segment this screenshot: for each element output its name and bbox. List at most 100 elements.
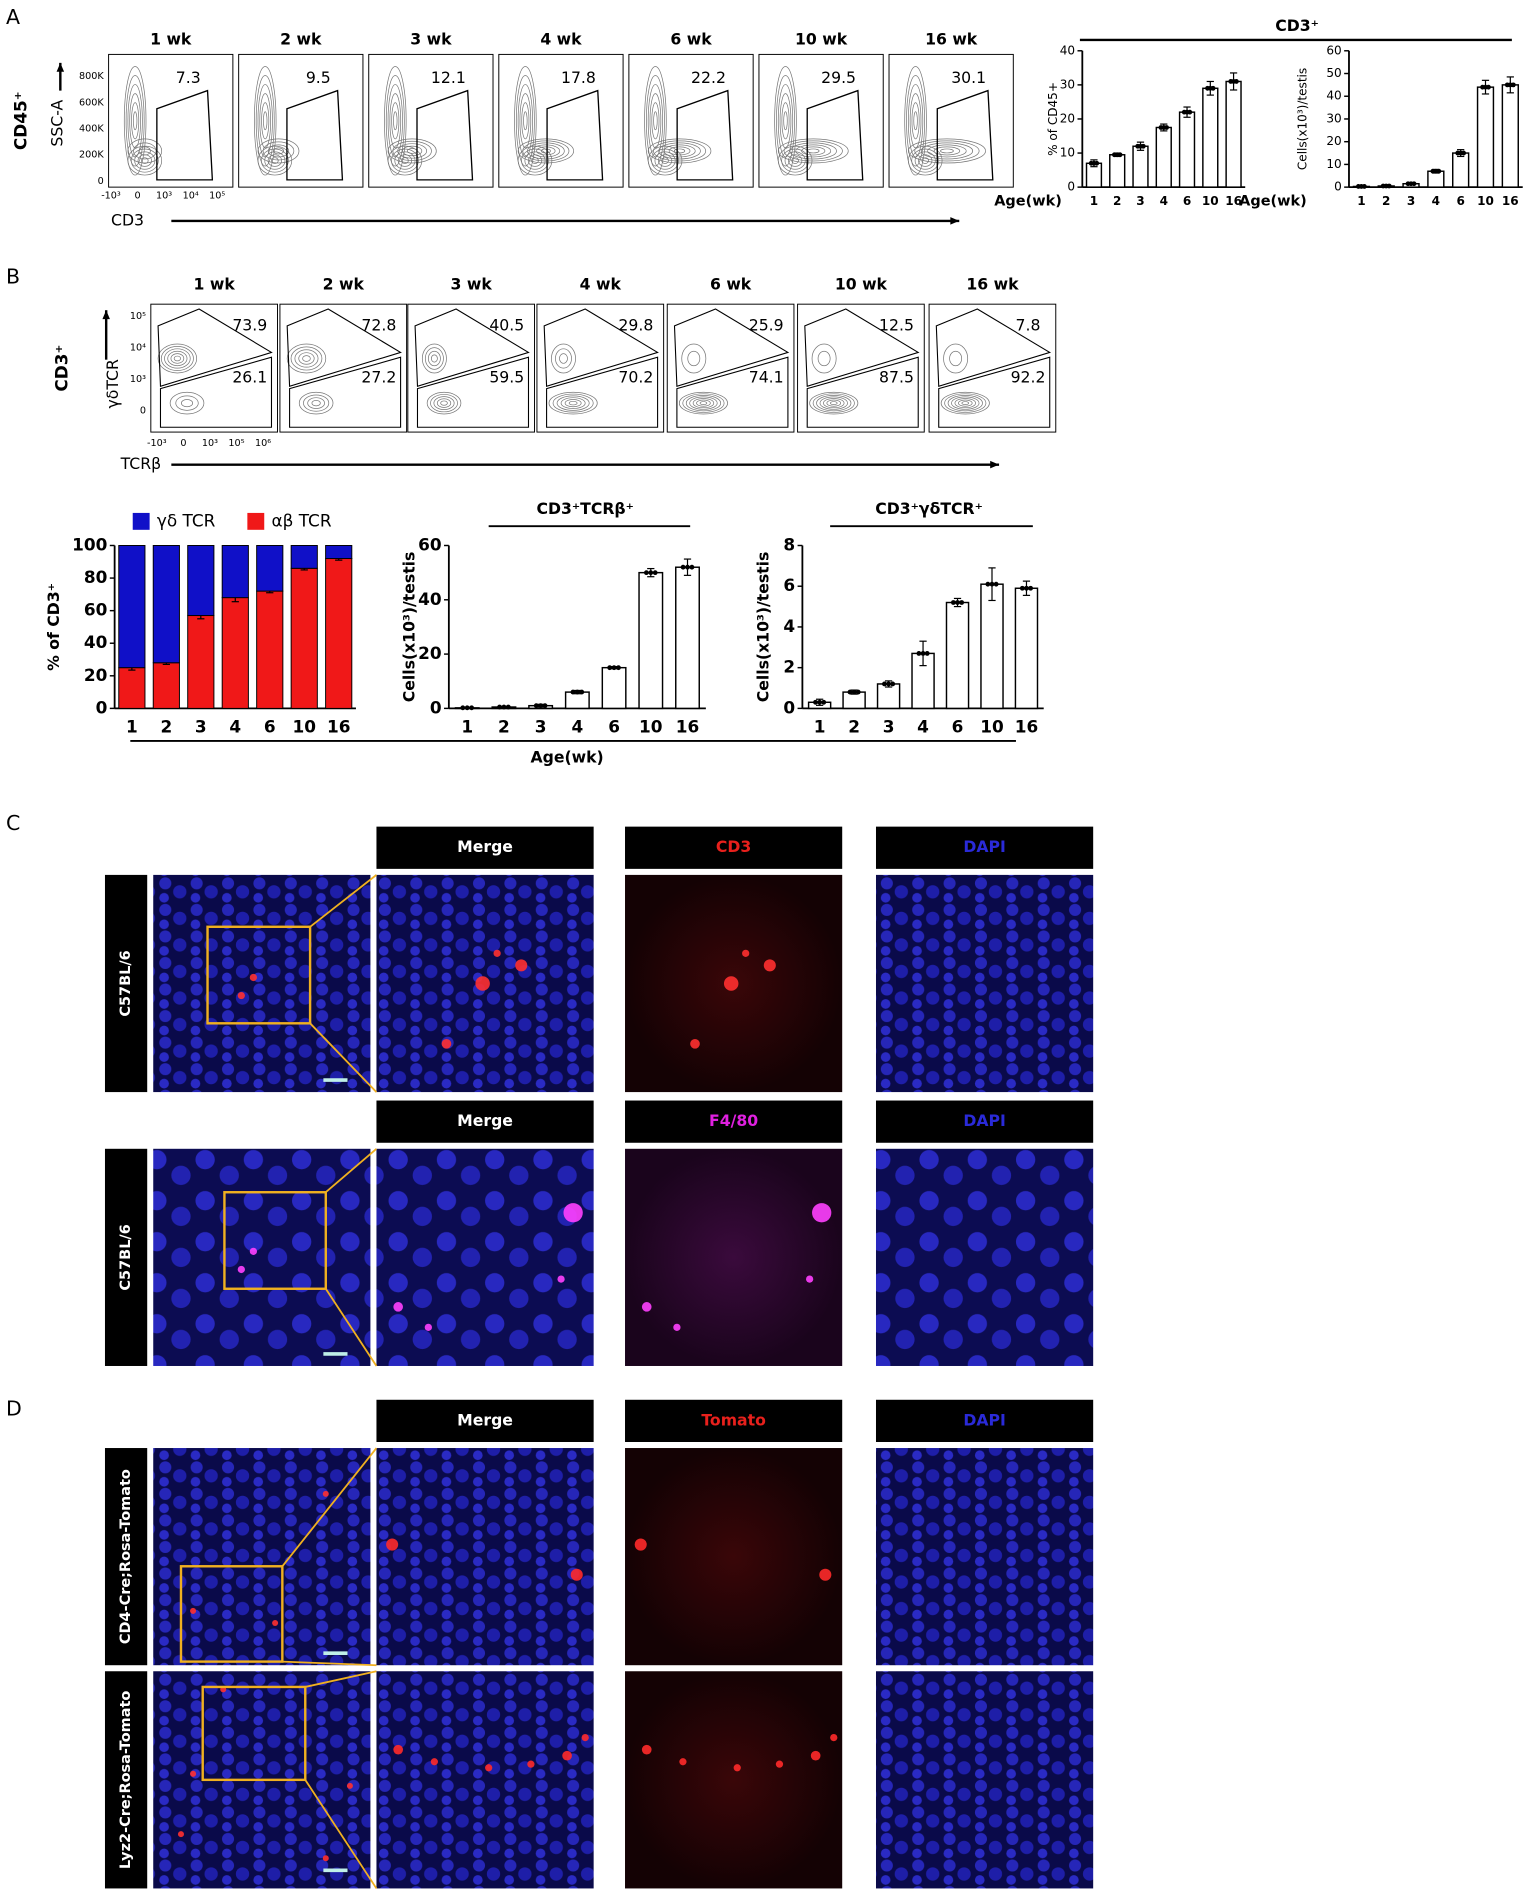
y-tick-label: 20 [1060,111,1075,125]
data-dot [1187,109,1193,115]
contour [653,140,707,162]
contour [127,145,163,176]
y-tick-label: 100 [72,534,107,554]
y-tick-label: 40 [418,589,441,609]
data-dot [813,699,818,705]
contour [647,138,712,164]
header-label: Merge [457,1111,513,1130]
x-tick-label: 16 [676,717,699,737]
x-tick-label: 10 [292,717,315,737]
data-dot [1164,125,1169,130]
contour [523,111,528,131]
header-box [625,1399,843,1442]
contour [921,157,929,164]
bar-segment [325,545,353,560]
contour [687,350,701,367]
bar-segment [118,545,146,669]
inset-box [201,1685,307,1782]
contour [307,397,325,409]
y-tick-label: 6 [783,575,795,595]
contour [430,394,458,413]
contour [263,111,268,131]
contour [181,399,194,408]
bar [1155,126,1172,188]
micrograph [153,874,371,1093]
header-box [376,826,594,869]
bar [1452,152,1470,188]
data-dot [882,681,887,687]
contour [169,391,205,415]
contour [255,75,275,167]
axis-label: γδTCR [103,359,122,408]
data-dot [851,689,857,695]
signal-spot [742,949,750,957]
data-dot [959,600,965,605]
bar [1476,86,1495,188]
x-tick-label: 10 [1477,194,1494,208]
contour [522,140,570,162]
tick-label: 10⁴ [130,343,146,354]
data-dot [542,703,548,709]
signal-spot [237,1265,245,1274]
signal-spot [527,1760,535,1768]
column-title: 4 wk [540,29,582,48]
gate [289,356,402,428]
y-tick-label: 10 [1326,157,1341,171]
signal-spot [346,1782,353,1789]
tick-label: 10³ [202,438,218,449]
contour [267,154,282,167]
row-label-box [104,874,148,1093]
gate-value: 27.2 [361,367,396,386]
data-dot [920,650,926,656]
data-dot [1210,85,1216,91]
gate [938,356,1051,428]
signal-spot [581,1733,589,1742]
y-tick-label: 0 [783,697,795,717]
x-tick-label: 4 [571,717,583,737]
tick-label: 10³ [130,374,146,385]
gate-value: 30.1 [951,68,986,87]
contour [519,93,532,149]
signal-spot [634,1538,647,1551]
contour [940,391,990,415]
row-label: CD3⁺ [52,345,72,392]
gate [676,356,789,428]
contour [167,350,188,367]
contour [286,343,327,374]
legend-label: γδ TCR [157,510,216,530]
flow-plot [797,303,925,433]
data-dot [1386,183,1392,189]
contour [391,102,400,140]
tick-label: 10⁴ [183,191,199,202]
contour [430,354,438,363]
data-dot [680,564,686,570]
micrograph [625,1148,843,1366]
data-dot [890,681,896,687]
contour [294,349,319,368]
data-dot [989,581,995,587]
data-dot [652,570,658,576]
header-box [625,826,843,869]
signal-spot [515,959,528,972]
contour [646,75,665,167]
x-tick-label: 2 [160,717,172,737]
signal-spot [386,1538,399,1551]
x-tick-label: 16 [1015,717,1038,737]
signal-spot [322,1855,329,1862]
contour [783,111,788,131]
contour [819,396,848,410]
x-tick-label: 2 [1113,194,1121,208]
bar [638,571,664,710]
bar-segment [118,667,146,709]
legend-swatch [132,512,150,530]
contour [947,394,983,412]
y-tick-label: 10 [1060,146,1075,160]
column-title: 3 wk [410,29,452,48]
bar [675,566,700,710]
contour [387,145,423,176]
signal-spot [690,1038,700,1049]
tick-label: 400K [79,123,104,134]
bar-segment [187,615,215,709]
data-dot [648,570,654,576]
contour [681,343,707,374]
